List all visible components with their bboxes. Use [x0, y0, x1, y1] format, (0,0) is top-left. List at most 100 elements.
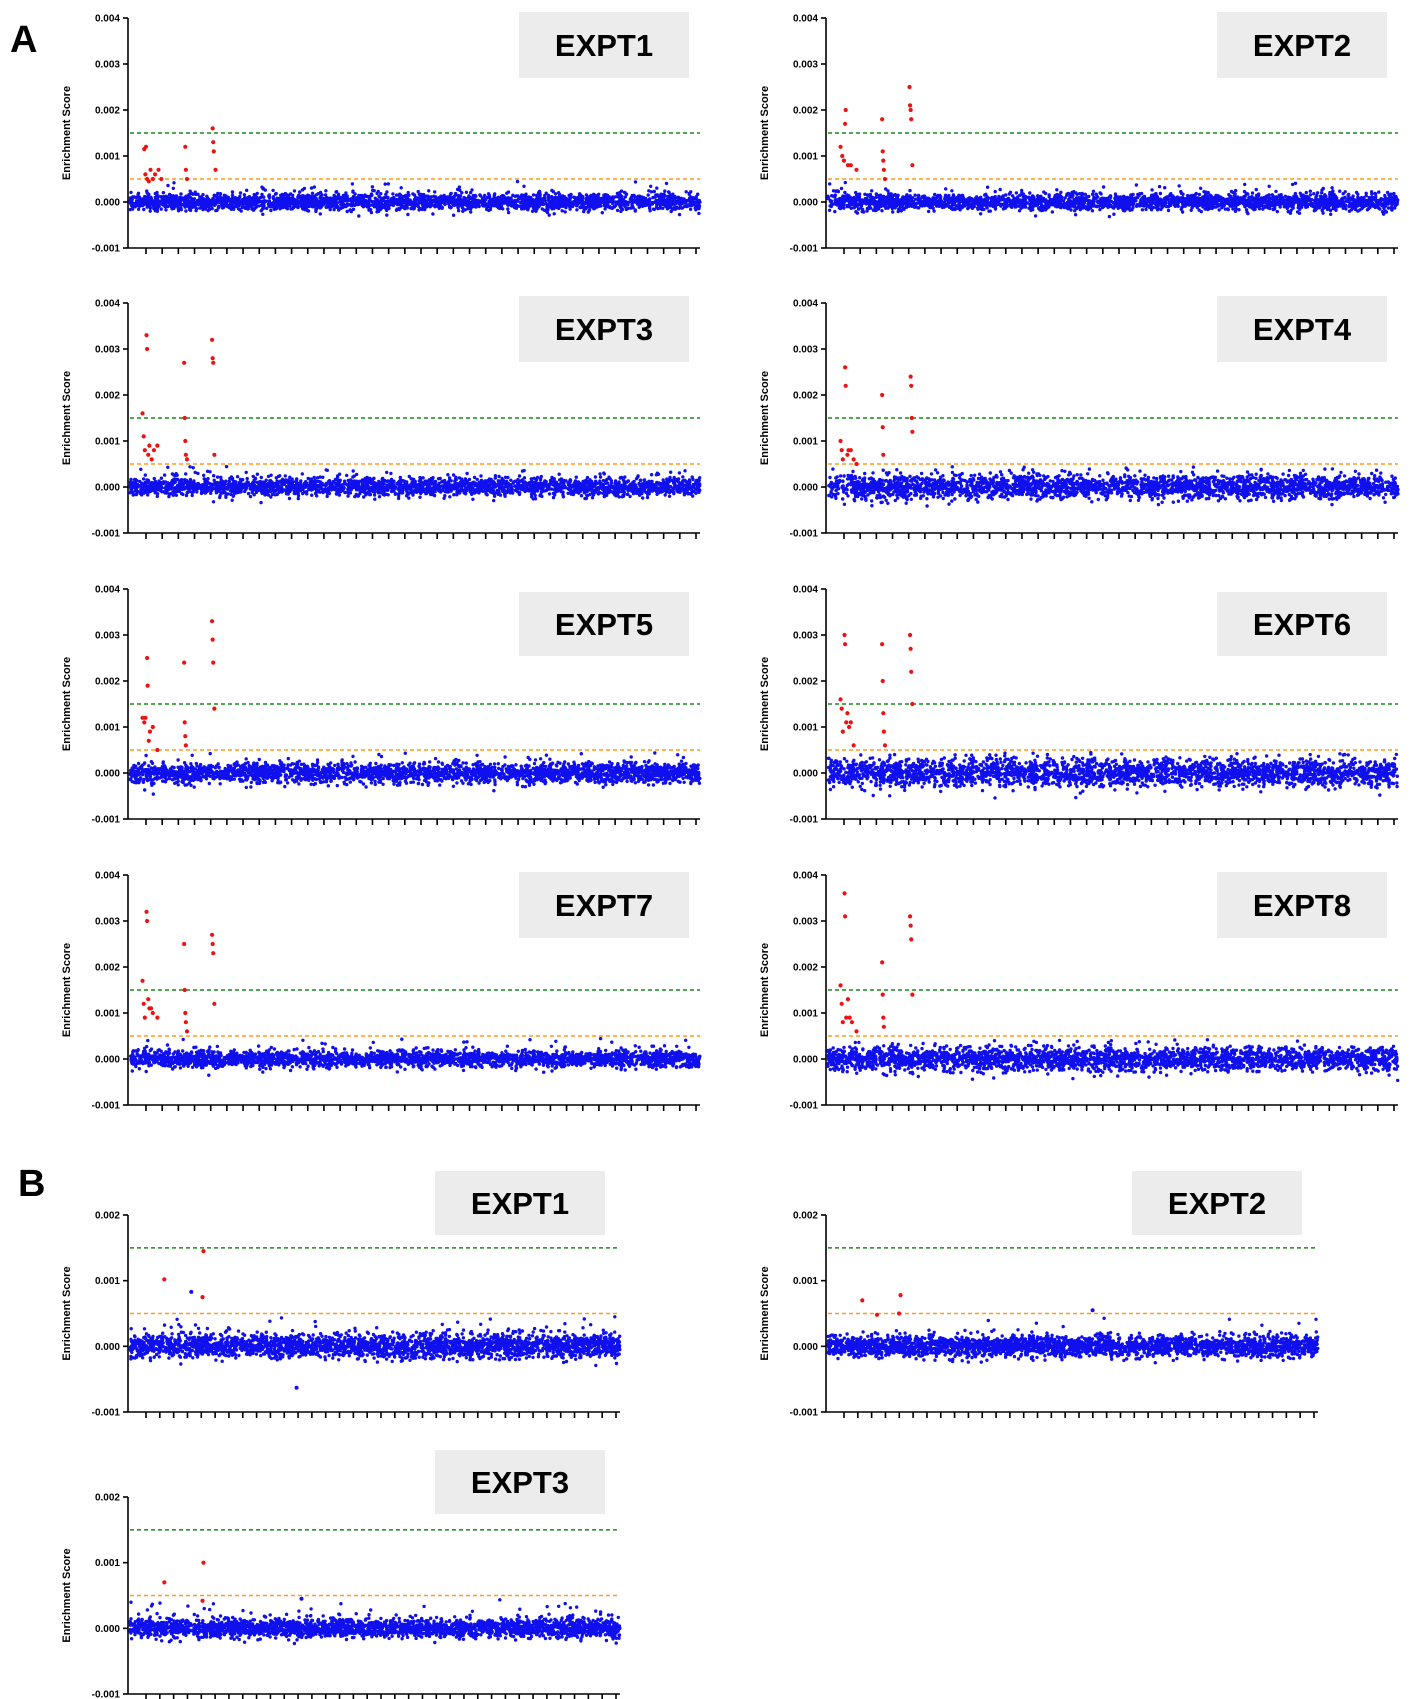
hit-point	[839, 448, 844, 453]
hit-point	[182, 987, 187, 993]
panel-label-b: B	[18, 1163, 45, 1205]
hit-point	[843, 383, 848, 388]
hit-point	[881, 452, 886, 457]
y-tick-label: 0.001	[95, 437, 120, 448]
y-tick-label: -0.001	[92, 244, 121, 255]
y-tick-label: 0.003	[95, 631, 120, 642]
y-tick-label: -0.001	[790, 815, 819, 826]
hit-point	[183, 1020, 188, 1025]
chart-title-box	[1217, 872, 1387, 938]
chart-title-box	[1217, 12, 1387, 78]
y-tick-label: 0.004	[95, 871, 120, 882]
hit-point	[907, 632, 913, 638]
hit-point	[146, 997, 151, 1002]
hit-point	[145, 346, 150, 352]
y-tick-label: 0.003	[793, 60, 818, 71]
hit-point	[148, 167, 153, 172]
hit-point	[881, 711, 886, 716]
y-tick-label: -0.001	[790, 1101, 819, 1112]
hit-point	[909, 415, 914, 421]
hit-point	[844, 1015, 849, 1020]
chart-a-expt7: EXPT7 Enrichment Score -0.001 0.000 0.001 0.0…	[61, 871, 702, 1112]
hit-point	[843, 107, 848, 113]
hit-point	[881, 729, 886, 734]
y-tick-label: 0.004	[793, 299, 818, 310]
hit-point	[880, 425, 885, 430]
hit-point	[881, 1015, 886, 1020]
background-points	[128, 179, 702, 218]
hit-point	[838, 983, 843, 988]
hit-point	[910, 701, 915, 707]
y-tick-label: 0.000	[95, 1055, 120, 1066]
y-axis-label: Enrichment Score	[61, 943, 73, 1037]
hit-point	[184, 176, 190, 182]
hit-point	[148, 1006, 154, 1011]
chart-a-expt1: EXPT1 Enrichment Score -0.001 0.000 0.001 0.0…	[61, 12, 702, 255]
y-tick-label: 0.000	[95, 198, 120, 209]
background-points	[826, 1038, 1400, 1083]
hit-point	[209, 337, 215, 342]
background-points	[128, 464, 702, 505]
outlier-point	[294, 1385, 299, 1390]
hit-point	[851, 457, 856, 462]
hit-point	[142, 448, 147, 453]
hit-point	[854, 1029, 859, 1034]
outlier-point	[1090, 1308, 1095, 1313]
chart-a-expt3: EXPT3 Enrichment Score -0.001 0.000 0.001 0.0…	[61, 296, 702, 540]
hit-point	[140, 411, 145, 416]
y-tick-label: 0.002	[793, 1211, 818, 1222]
hit-point	[149, 457, 154, 462]
hit-point	[155, 747, 160, 753]
hit-point	[211, 140, 216, 145]
chart-title: EXPT6	[1253, 607, 1351, 642]
y-tick-label: 0.002	[793, 963, 818, 974]
hit-point	[183, 167, 188, 172]
hit-point	[182, 720, 187, 725]
y-tick-label: 0.001	[95, 1009, 120, 1020]
hit-point	[152, 172, 158, 177]
y-tick-label: 0.001	[793, 1276, 818, 1287]
outlier-point	[189, 1289, 194, 1294]
chart-title: EXPT3	[471, 1465, 569, 1500]
y-tick-label: 0.003	[95, 345, 120, 356]
y-tick-label: 0.000	[793, 1055, 818, 1066]
hit-point	[851, 743, 856, 748]
hit-point	[143, 144, 149, 149]
hit-point	[910, 429, 915, 434]
y-tick-label: 0.000	[793, 198, 818, 209]
y-tick-label: 0.001	[95, 1276, 120, 1287]
hit-point	[844, 720, 849, 725]
outlier-point	[299, 1596, 304, 1601]
hit-point	[156, 167, 161, 172]
hit-point	[846, 724, 852, 730]
y-tick-label: 0.004	[95, 585, 120, 596]
y-tick-label: 0.004	[793, 14, 818, 25]
y-tick-label: 0.001	[95, 152, 120, 163]
hit-point	[142, 1015, 147, 1020]
chart-title: EXPT4	[1253, 312, 1352, 347]
y-tick-label: 0.002	[95, 677, 120, 688]
hit-point	[201, 1249, 206, 1254]
y-axis-label: Enrichment Score	[61, 371, 73, 465]
y-axis-label: Enrichment Score	[759, 371, 771, 465]
y-tick-label: 0.004	[793, 871, 818, 882]
hit-point	[843, 121, 848, 126]
y-axis-label: Enrichment Score	[61, 657, 73, 751]
background-points	[827, 465, 1400, 508]
y-tick-label: 0.002	[793, 677, 818, 688]
hit-point	[151, 448, 157, 453]
hit-point	[910, 163, 915, 168]
chart-title: EXPT5	[555, 607, 653, 642]
y-tick-label: 0.000	[793, 483, 818, 494]
hit-point	[162, 1277, 167, 1282]
hit-point	[145, 655, 150, 661]
hit-point	[880, 960, 885, 965]
hit-point	[211, 149, 216, 154]
hit-point	[896, 1311, 902, 1316]
hit-point	[843, 914, 848, 919]
y-tick-label: 0.000	[793, 769, 818, 780]
hit-point	[184, 1029, 190, 1034]
chart-title: EXPT7	[555, 888, 653, 923]
hit-point	[880, 992, 885, 997]
